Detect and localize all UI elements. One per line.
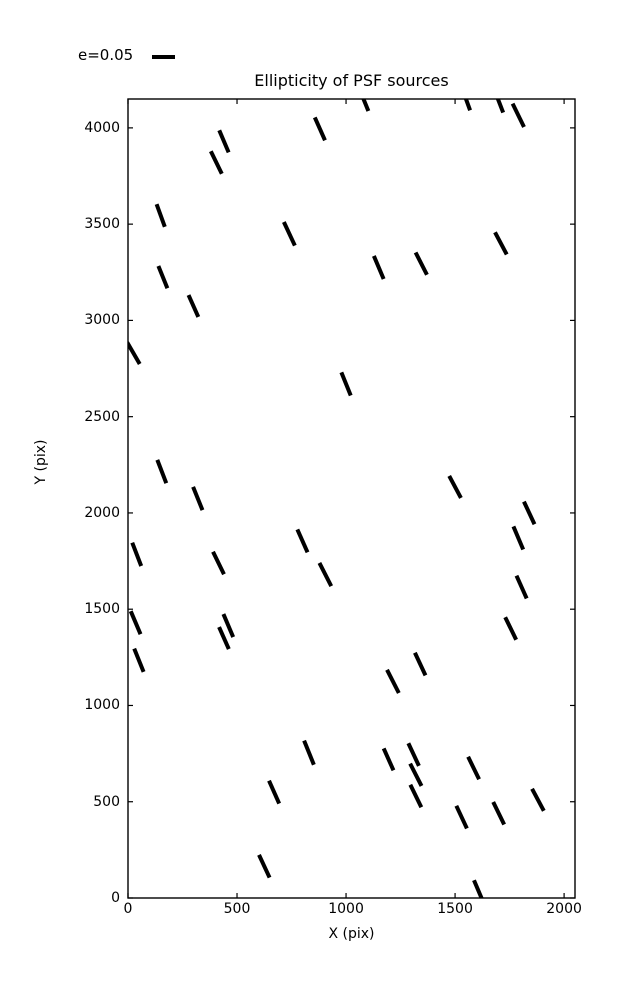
psf-whisker	[257, 854, 272, 879]
y-tick-label: 3000	[84, 312, 120, 329]
psf-whisker	[128, 610, 143, 635]
psf-whisker	[339, 371, 353, 397]
y-tick-label: 2500	[84, 408, 120, 425]
x-tick-label: 1500	[437, 901, 473, 917]
psf-whisker	[493, 231, 509, 256]
psf-whisker	[155, 459, 169, 484]
psf-whisker	[267, 779, 282, 805]
psf-whisker	[361, 99, 371, 112]
psf-whisker	[503, 616, 518, 641]
legend-scale-bar	[152, 55, 175, 59]
psf-whisker	[211, 550, 226, 576]
psf-whisker	[463, 99, 472, 111]
psf-whisker	[510, 102, 526, 128]
y-tick-label: 4000	[84, 119, 120, 136]
psf-whisker	[466, 755, 481, 781]
psf-whisker	[312, 116, 327, 142]
y-tick-label: 3500	[84, 216, 120, 233]
x-tick-label: 2000	[546, 901, 582, 917]
axes-border	[127, 98, 576, 899]
psf-whisker	[491, 801, 506, 826]
psf-whisker	[413, 651, 428, 677]
psf-whisker	[217, 129, 231, 154]
psf-whisker	[132, 647, 146, 673]
psf-whisker	[128, 341, 142, 365]
y-tick-label: 0	[111, 890, 120, 906]
axes-ticks	[127, 99, 575, 899]
psf-whisker	[130, 541, 144, 567]
psf-whisker	[385, 668, 401, 694]
legend-label: e=0.05	[78, 46, 134, 64]
x-tick-label: 500	[223, 901, 251, 917]
psf-whisker	[186, 294, 201, 318]
psf-whisker	[454, 804, 469, 830]
whisker-layer	[128, 99, 546, 898]
y-axis-label: Y (pix)	[33, 439, 49, 485]
psf-whisker	[156, 265, 170, 289]
psf-whisker	[406, 742, 421, 767]
psf-whisker	[447, 474, 463, 499]
y-tick-label: 2000	[84, 504, 120, 521]
psf-whisker	[495, 99, 506, 114]
x-tick-label: 1000	[328, 901, 364, 917]
psf-whisker	[372, 255, 386, 280]
psf-whisker	[514, 574, 529, 600]
x-tick-label: 0	[123, 901, 133, 917]
psf-whisker	[302, 739, 316, 766]
x-axis-label: X (pix)	[328, 926, 375, 942]
psf-whisker	[295, 528, 310, 554]
psf-whisker	[522, 500, 537, 526]
psf-whisker	[408, 783, 424, 809]
y-tick-label: 500	[93, 793, 120, 810]
psf-whisker	[413, 251, 429, 276]
psf-whisker	[511, 525, 526, 551]
psf-whisker	[191, 486, 205, 511]
psf-whisker	[381, 747, 396, 772]
y-tick-label: 1500	[84, 601, 120, 618]
page-title: Ellipticity of PSF sources	[254, 71, 449, 90]
psf-whisker	[408, 762, 424, 787]
axes-frame	[127, 98, 576, 899]
psf-whisker	[472, 879, 484, 898]
psf-whisker	[317, 562, 334, 588]
psf-whisker	[217, 626, 231, 650]
psf-whisker	[209, 150, 224, 175]
psf-whisker	[530, 787, 546, 812]
psf-whisker	[221, 613, 236, 638]
psf-whisker	[154, 203, 167, 228]
y-tick-label: 1000	[84, 697, 120, 714]
psf-whisker	[282, 221, 297, 247]
